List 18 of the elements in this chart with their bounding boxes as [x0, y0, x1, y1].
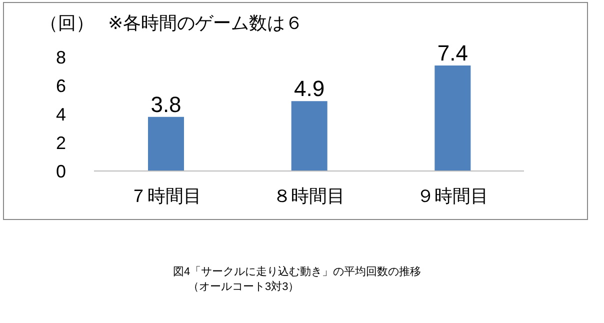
y-axis-title: （回） — [40, 13, 94, 33]
data-label: 4.9 — [294, 76, 325, 102]
y-tick-label: 6 — [56, 76, 66, 96]
data-label: 3.8 — [150, 92, 182, 117]
x-tick-label: ７時間目 — [130, 186, 202, 206]
y-tick-label: 2 — [56, 132, 66, 153]
bar — [291, 101, 328, 171]
text: ※各時間のゲーム数は６ — [108, 13, 304, 33]
bar — [148, 116, 184, 171]
y-tick-label: 0 — [56, 161, 66, 182]
data-label: 7.4 — [437, 40, 468, 66]
y-tick-label: 8 — [56, 47, 66, 68]
x-tick-label: ９時間目 — [416, 186, 488, 206]
text: 図4「サークルに走り込む動き」の平均回数の推移 — [173, 265, 422, 279]
y-tick-label: 4 — [56, 104, 66, 124]
x-tick-label: ８時間目 — [273, 186, 345, 206]
bar — [434, 66, 471, 171]
text: （オールコート3対3） — [188, 280, 300, 294]
